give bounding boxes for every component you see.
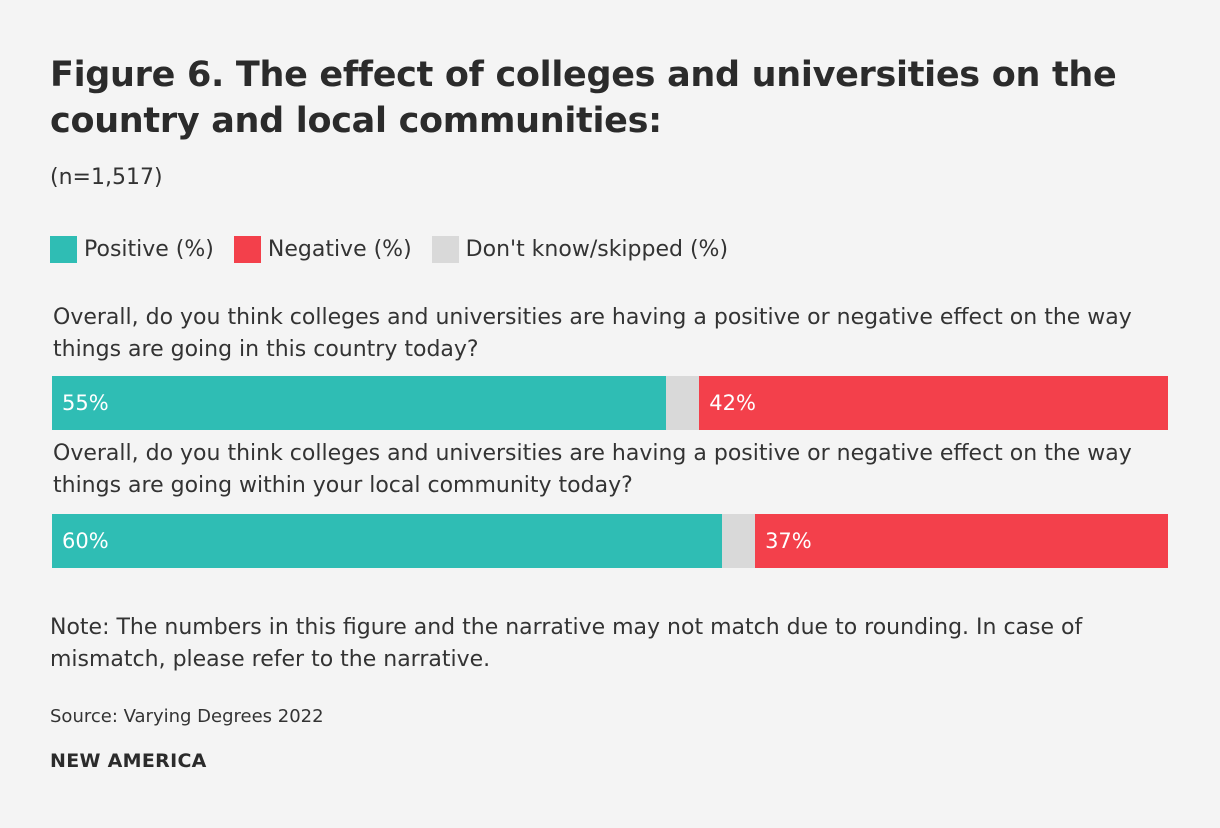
- bar-segment-dont-know: [665, 376, 700, 430]
- footnote: Note: The numbers in this figure and the…: [50, 615, 1083, 672]
- brand-logo-text: NEW AMERICA: [50, 750, 207, 772]
- legend-swatch-positive: [50, 236, 77, 263]
- bar-local-community: 60% 37%: [52, 514, 1168, 568]
- bar-country: 55% 42%: [52, 376, 1168, 430]
- legend-swatch-dont-know: [431, 236, 459, 263]
- bar-segment-positive: 55%: [52, 376, 666, 430]
- bar-segment-dont-know: [721, 514, 756, 568]
- legend: Positive (%) Negative (%) Don't know/ski…: [50, 236, 748, 263]
- bar-segment-positive: 60%: [52, 514, 722, 568]
- legend-item-negative: Negative (%): [233, 236, 412, 263]
- question-local-community: Overall, do you think colleges and unive…: [53, 441, 1132, 498]
- legend-item-dont-know: Don't know/skipped (%): [431, 236, 729, 263]
- chart-title: Figure 6. The effect of colleges and uni…: [50, 55, 1117, 141]
- source-line: Source: Varying Degrees 2022: [50, 706, 324, 727]
- bar-segment-negative: 37%: [755, 514, 1168, 568]
- data-label-positive: 55%: [62, 391, 109, 415]
- legend-item-positive: Positive (%): [50, 236, 214, 263]
- data-label-positive: 60%: [62, 529, 109, 553]
- question-country: Overall, do you think colleges and unive…: [53, 305, 1132, 362]
- data-label-negative: 42%: [709, 391, 756, 415]
- legend-label-negative: Negative (%): [267, 237, 412, 262]
- legend-label-dont-know: Don't know/skipped (%): [465, 237, 729, 262]
- bar-segment-negative: 42%: [699, 376, 1168, 430]
- legend-swatch-negative: [233, 236, 261, 263]
- sample-size: (n=1,517): [50, 165, 163, 190]
- data-label-negative: 37%: [765, 529, 812, 553]
- legend-label-positive: Positive (%): [84, 237, 214, 262]
